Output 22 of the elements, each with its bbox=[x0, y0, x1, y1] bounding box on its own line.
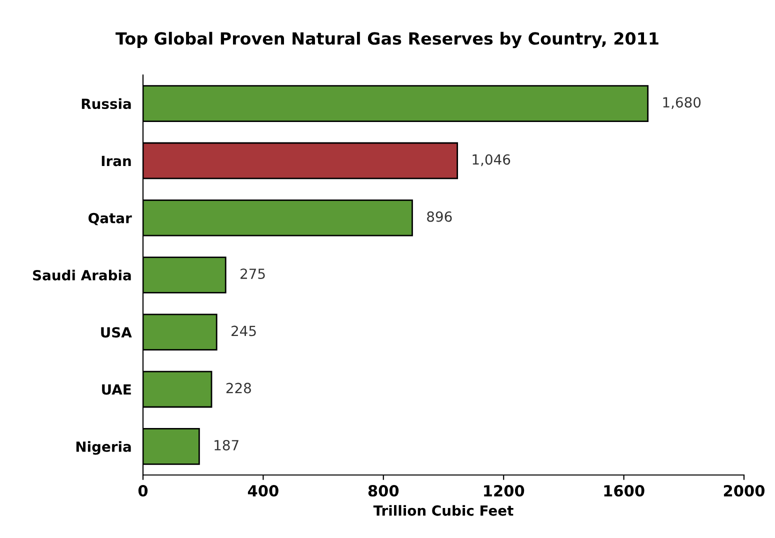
chart-title: Top Global Proven Natural Gas Reserves by Country, 2011 bbox=[116, 32, 658, 48]
data-label: 187 bbox=[214, 440, 238, 450]
y-tick-label: USA bbox=[101, 327, 132, 338]
data-label: 228 bbox=[226, 382, 251, 394]
x-tick-label: 800 bbox=[368, 484, 399, 497]
data-label: 1,046 bbox=[472, 154, 510, 166]
x-tick-label: 2000 bbox=[724, 484, 765, 497]
y-tick-label: UAE bbox=[102, 384, 131, 395]
y-tick-label: Nigeria bbox=[76, 441, 131, 455]
x-axis-title: Trillion Cubic Feet bbox=[373, 505, 514, 516]
data-label: 275 bbox=[240, 268, 265, 280]
y-tick-label: Qatar bbox=[88, 212, 132, 226]
x-tick-label: 0 bbox=[138, 484, 148, 497]
x-tick-label: 1200 bbox=[484, 484, 524, 497]
y-tick-label: Saudi Arabia bbox=[33, 270, 131, 280]
y-tick-label: Iran bbox=[102, 156, 131, 166]
data-label: 245 bbox=[232, 326, 256, 336]
data-label: 1,680 bbox=[663, 97, 701, 110]
y-tick-label: Russia bbox=[82, 98, 131, 110]
data-label: 896 bbox=[427, 211, 452, 222]
x-tick-label: 400 bbox=[248, 484, 278, 497]
x-tick-label: 1600 bbox=[604, 484, 644, 497]
